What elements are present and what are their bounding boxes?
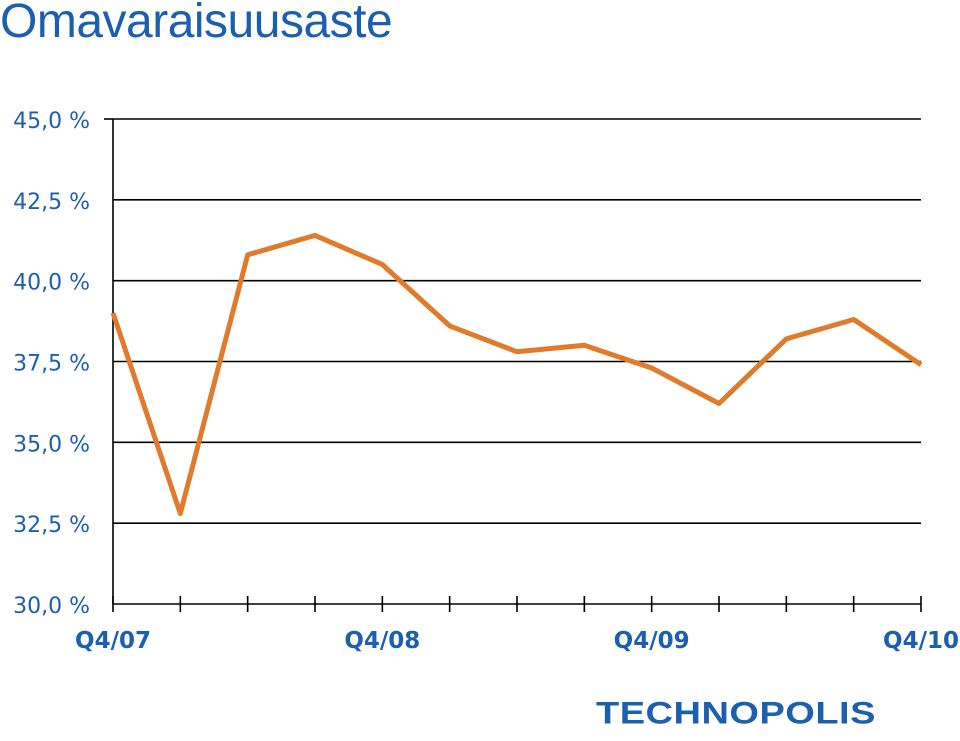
x-tick-label: Q4/10 bbox=[883, 628, 959, 654]
x-tick-label: Q4/07 bbox=[75, 628, 151, 654]
technopolis-logo: TECHNOPOLIS bbox=[596, 696, 876, 731]
y-tick-label: 32,5 % bbox=[13, 513, 90, 538]
series bbox=[110, 232, 923, 516]
grid-lines bbox=[113, 118, 921, 524]
x-tick-label: Q4/09 bbox=[614, 628, 690, 654]
axes bbox=[104, 118, 922, 612]
series-line-0 bbox=[110, 232, 923, 516]
y-tick-label: 37,5 % bbox=[13, 352, 90, 377]
y-tick-label: 35,0 % bbox=[13, 432, 90, 457]
x-tick-label: Q4/08 bbox=[344, 628, 420, 654]
page-title: Omavaraisuusaste bbox=[0, 0, 393, 48]
y-tick-label: 45,0 % bbox=[13, 109, 90, 134]
y-tick-label: 42,5 % bbox=[13, 190, 90, 215]
tick-labels: 30,0 % 32,5 % 35,0 % 37,5 % 40,0 % 42,5 % 45,0… bbox=[13, 109, 959, 654]
y-tick-label: 40,0 % bbox=[13, 271, 90, 296]
y-tick-label: 30,0 % bbox=[13, 594, 90, 619]
